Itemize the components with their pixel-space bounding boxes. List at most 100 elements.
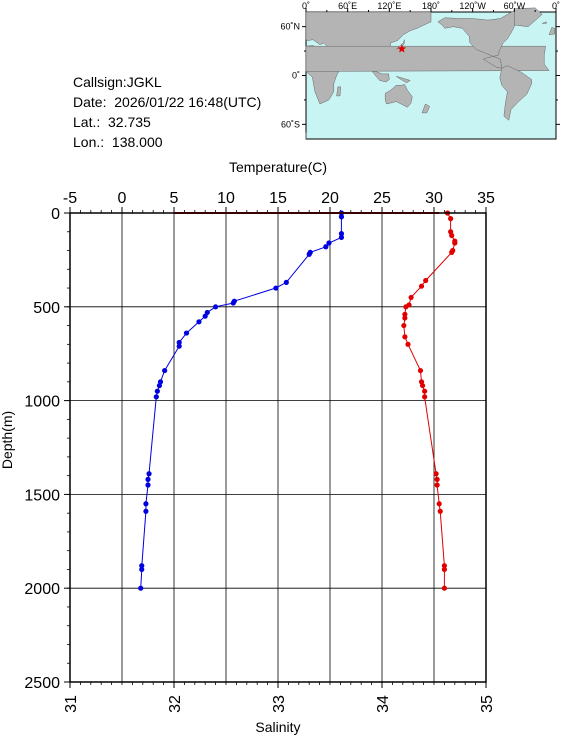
bottom-axis-title: Salinity <box>255 719 300 735</box>
map-land-north-america <box>437 9 515 69</box>
top-axis-title: Temperature(C) <box>229 159 327 175</box>
temperature-point <box>139 563 145 569</box>
temperature-point <box>283 279 289 286</box>
salinity-point <box>449 249 455 255</box>
temperature-point <box>202 313 208 319</box>
bottom-tick-label: 34 <box>375 695 392 713</box>
y-tick-label: 1000 <box>24 394 60 411</box>
salinity-point <box>452 240 458 246</box>
map-lon-label: 120˚W <box>459 1 486 11</box>
temperature-point <box>156 382 163 389</box>
map-lat-label: 0˚ <box>292 71 300 81</box>
salinity-point <box>401 322 407 329</box>
salinity-point <box>441 563 447 569</box>
temperature-point <box>145 482 151 488</box>
temperature-point <box>326 240 332 246</box>
map-land-australia <box>384 84 413 108</box>
temperature-point <box>213 304 219 310</box>
temperature-point <box>183 330 190 336</box>
bottom-tick-label: 35 <box>479 695 496 713</box>
salinity-point <box>402 334 408 340</box>
map-ticks <box>302 8 560 125</box>
world-map: 0˚ 60˚E 120˚E 180˚ 120˚W 60˚W 0˚ 60˚N 0˚ 60˚S <box>280 1 560 140</box>
temperature-point <box>306 251 312 257</box>
station-star-icon <box>397 44 407 53</box>
salinity-point <box>434 482 440 488</box>
y-tick-label: 2500 <box>24 675 60 692</box>
map-lon-label: 180˚ <box>422 1 440 11</box>
salinity-point <box>449 232 455 239</box>
temperature-point <box>176 343 182 349</box>
station-marker <box>397 44 407 53</box>
temperature-point <box>176 339 182 346</box>
temperature-point <box>154 388 160 394</box>
top-tick-label: 15 <box>269 190 287 207</box>
top-tick-label: 20 <box>321 190 339 207</box>
map-lon-label: 60˚W <box>504 1 526 11</box>
y-tick-label: 2000 <box>24 581 60 598</box>
temperature-point <box>196 319 202 325</box>
salinity-point <box>418 283 425 289</box>
temperature-point <box>338 214 345 220</box>
map-land-madagascar <box>336 86 341 97</box>
callsign-text: Callsign:JGKL <box>73 74 162 90</box>
salinity-point <box>422 394 428 400</box>
salinity-point <box>441 566 447 573</box>
y-tick-label: 500 <box>33 300 60 317</box>
date-text: Date: 2026/01/22 16:48(UTC) <box>73 94 262 110</box>
bottom-tick-label: 32 <box>167 695 184 713</box>
map-land-new-guinea <box>396 76 411 84</box>
temperature-point <box>338 234 345 240</box>
map-land <box>305 7 555 139</box>
temperature-point <box>138 585 144 591</box>
map-lat-label: 60˚N <box>280 22 300 32</box>
map-labels: 0˚ 60˚E 120˚E 180˚ 120˚W 60˚W 0˚ 60˚N 0˚ 60˚S <box>280 1 560 129</box>
salinity-point <box>408 294 414 301</box>
bottom-tick-label: 31 <box>63 695 80 713</box>
temperature-point <box>338 231 345 237</box>
temperature-point <box>323 244 329 250</box>
latitude-text: Lat.: 32.735 <box>73 114 151 130</box>
map-lat-label: 60˚S <box>281 119 300 129</box>
top-tick-label: 0 <box>118 190 127 207</box>
temperature-point <box>273 285 279 291</box>
temperature-point <box>139 566 145 573</box>
temperature-point <box>230 300 236 306</box>
map-land-britain <box>548 27 555 36</box>
temperature-point <box>143 501 149 507</box>
bottom-tick-label: 33 <box>271 695 288 713</box>
y-tick-label: 1500 <box>24 487 60 504</box>
map-land-new-zealand <box>421 103 430 114</box>
salinity-point <box>419 382 426 389</box>
map-lon-label: 60˚E <box>338 1 357 11</box>
map-lon-label: 0˚ <box>552 1 560 11</box>
temperature-point <box>143 508 149 514</box>
temperature-point <box>146 471 152 477</box>
map-land-indonesia <box>371 71 390 83</box>
salinity-point <box>423 277 429 284</box>
map-lon-label: 0˚ <box>302 1 310 11</box>
salinity-point <box>436 501 442 507</box>
map-land-south-america <box>499 65 532 121</box>
map-land-iceland <box>542 21 547 24</box>
longitude-text: Lon.: 138.000 <box>73 134 163 150</box>
temperature-point <box>145 476 151 482</box>
top-tick-label: 5 <box>170 190 179 207</box>
y-tick-label: 0 <box>51 206 60 223</box>
salinity-point <box>448 216 454 222</box>
temperature-point <box>153 394 159 400</box>
salinity-point <box>405 341 411 347</box>
salinity-point <box>422 388 428 394</box>
top-tick-label: 35 <box>477 190 495 207</box>
y-axis-title: Depth(m) <box>0 411 15 469</box>
temperature-point <box>162 367 168 374</box>
top-tick-label: 10 <box>217 190 235 207</box>
salinity-point <box>433 471 439 477</box>
salinity-point <box>417 367 424 374</box>
salinity-point <box>402 315 408 321</box>
plot-frame <box>69 212 487 683</box>
top-tick-label: -5 <box>63 190 77 207</box>
station-info: Callsign:JGKL Date: 2026/01/22 16:48(UTC… <box>73 72 261 152</box>
